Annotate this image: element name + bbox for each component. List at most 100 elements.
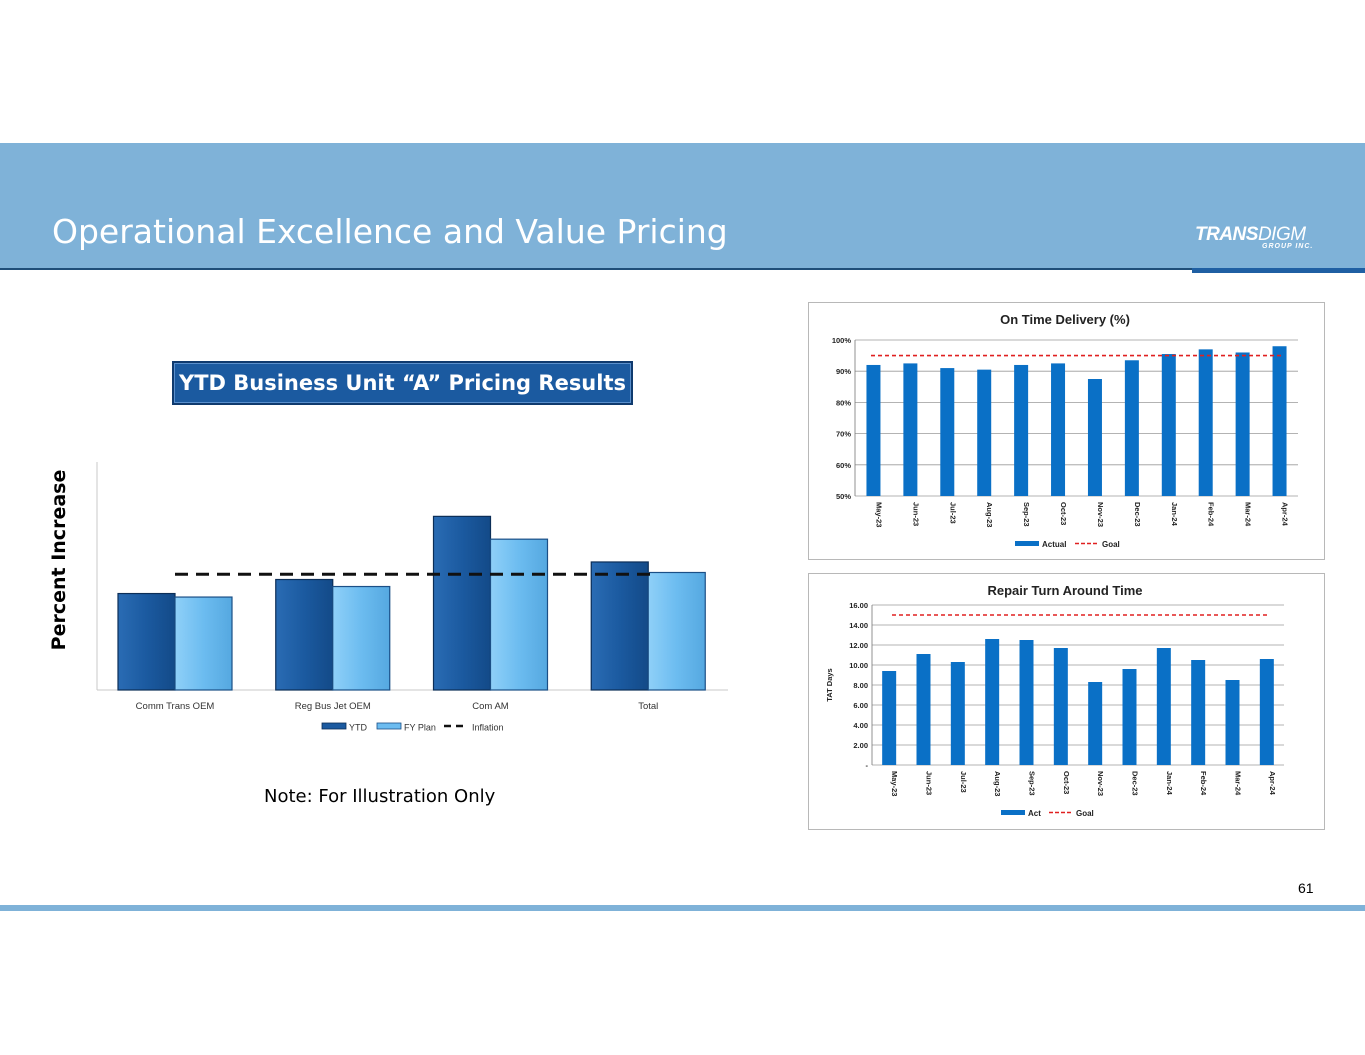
legend-fy-plan-label: FY Plan: [404, 723, 436, 733]
otd-bar-4: [1014, 364, 1029, 496]
otd-xtick-label: Jul-23: [948, 502, 957, 524]
otd-bar-8: [1161, 354, 1176, 496]
otd-bar-3: [977, 369, 992, 496]
otd-xtick-label: Nov-23: [1096, 502, 1105, 527]
tat-bar-3: [985, 639, 1000, 765]
otd-title: On Time Delivery (%): [1000, 312, 1130, 327]
otd-xtick-label: May-23: [874, 502, 883, 527]
page-number: 61: [1298, 880, 1314, 896]
tat-xtick-label: Jun-23: [925, 771, 934, 795]
otd-bar-10: [1235, 352, 1250, 496]
illustration-note: Note: For Illustration Only: [264, 786, 496, 807]
otd-xtick-label: Oct-23: [1059, 502, 1068, 525]
tat-bar-9: [1191, 660, 1206, 765]
pricing-category-label: Total: [638, 701, 658, 712]
footer-line: [0, 905, 1365, 911]
tat-xtick-label: Apr-24: [1268, 771, 1277, 796]
pricing-category-label: Comm Trans OEM: [136, 701, 215, 712]
bar-ytd-2: [432, 515, 492, 691]
tat-bar-10: [1225, 680, 1240, 765]
pricing-category-label: Reg Bus Jet OEM: [295, 701, 371, 712]
bar-fy-plan-0: [174, 596, 233, 691]
otd-xtick-label: Aug-23: [985, 502, 994, 527]
bar-fy-plan-1: [332, 585, 391, 691]
legend-fy-plan-swatch: [376, 722, 402, 730]
otd-xtick-label: Jun-23: [911, 502, 920, 526]
otd-legend-bar-label: Actual: [1042, 540, 1066, 549]
bar-fy-plan-2: [489, 538, 549, 691]
tat-bar-2: [950, 662, 965, 765]
legend-ytd-swatch: [321, 722, 347, 730]
tat-bar-8: [1156, 648, 1171, 765]
tat-ytick-label: -: [866, 761, 869, 770]
tat-legend-bar-label: Act: [1028, 809, 1041, 818]
tat-xtick-label: May-23: [890, 771, 899, 796]
pricing-category-label: Com AM: [472, 701, 509, 712]
otd-xtick-label: Dec-23: [1133, 502, 1142, 527]
otd-legend-bar-swatch: [1015, 541, 1039, 546]
logo-accent-bar: [1192, 268, 1365, 273]
otd-ytick-label: 60%: [836, 461, 851, 470]
tat-legend-goal-label: Goal: [1076, 809, 1094, 818]
otd-ytick-label: 100%: [832, 336, 852, 345]
tat-ytick-label: 8.00: [853, 681, 868, 690]
tat-ytick-label: 2.00: [853, 741, 868, 750]
tat-ytick-label: 4.00: [853, 721, 868, 730]
otd-ytick-label: 50%: [836, 492, 851, 501]
otd-bar-6: [1087, 379, 1102, 496]
bar-ytd-1: [275, 578, 334, 691]
tat-bar-7: [1122, 669, 1137, 765]
tat-xtick-label: Dec-23: [1131, 771, 1140, 796]
tat-xtick-label: Jan-24: [1165, 771, 1174, 796]
tat-xtick-label: Oct-23: [1062, 771, 1071, 794]
otd-bar-7: [1124, 360, 1139, 496]
transdigm-logo: TRANSDIGM GROUP INC.: [1195, 224, 1314, 250]
tat-xtick-label: Nov-23: [1096, 771, 1105, 796]
otd-ytick-label: 90%: [836, 367, 851, 376]
tat-y-axis-label: TAT Days: [825, 668, 834, 701]
tat-xtick-label: Feb-24: [1199, 771, 1208, 796]
tat-ytick-label: 10.00: [849, 661, 868, 670]
tat-bar-4: [1019, 640, 1034, 765]
slide-title: Operational Excellence and Value Pricing: [52, 212, 728, 251]
bar-ytd-3: [590, 561, 649, 691]
tat-legend-bar-swatch: [1001, 810, 1025, 815]
otd-legend-goal-label: Goal: [1102, 540, 1120, 549]
otd-bar-1: [903, 363, 918, 496]
otd-xtick-label: Mar-24: [1244, 502, 1253, 527]
otd-bar-11: [1272, 346, 1287, 496]
tat-bar-11: [1259, 659, 1274, 765]
tat-xtick-label: Aug-23: [993, 771, 1002, 796]
otd-xtick-label: Apr-24: [1281, 502, 1290, 527]
tat-ytick-label: 16.00: [849, 601, 868, 610]
otd-ytick-label: 80%: [836, 398, 851, 407]
header-band: [0, 143, 1365, 268]
tat-bar-6: [1088, 682, 1103, 765]
tat-bar-0: [882, 671, 897, 765]
otd-bar-0: [866, 364, 881, 496]
tat-bar-1: [916, 654, 931, 765]
header-divider: [0, 268, 1365, 270]
otd-xtick-label: Jan-24: [1170, 502, 1179, 527]
tat-bar-5: [1053, 648, 1068, 765]
otd-bar-9: [1198, 349, 1213, 496]
tat-xtick-label: Jul-23: [959, 771, 968, 793]
otd-bar-2: [940, 368, 955, 496]
otd-bar-5: [1051, 363, 1066, 496]
tat-xtick-label: Mar-24: [1234, 771, 1243, 796]
otd-xtick-label: Sep-23: [1022, 502, 1031, 527]
tat-xtick-label: Sep-23: [1028, 771, 1037, 796]
tat-ytick-label: 14.00: [849, 621, 868, 630]
tat-title: Repair Turn Around Time: [987, 583, 1142, 598]
legend-inflation-label: Inflation: [472, 723, 504, 733]
bar-fy-plan-3: [647, 571, 706, 691]
pricing-chart-title: YTD Business Unit “A” Pricing Results: [172, 361, 633, 405]
otd-xtick-label: Feb-24: [1207, 502, 1216, 527]
tat-ytick-label: 6.00: [853, 701, 868, 710]
legend-ytd-label: YTD: [349, 723, 368, 733]
tat-ytick-label: 12.00: [849, 641, 868, 650]
otd-ytick-label: 70%: [836, 430, 851, 439]
